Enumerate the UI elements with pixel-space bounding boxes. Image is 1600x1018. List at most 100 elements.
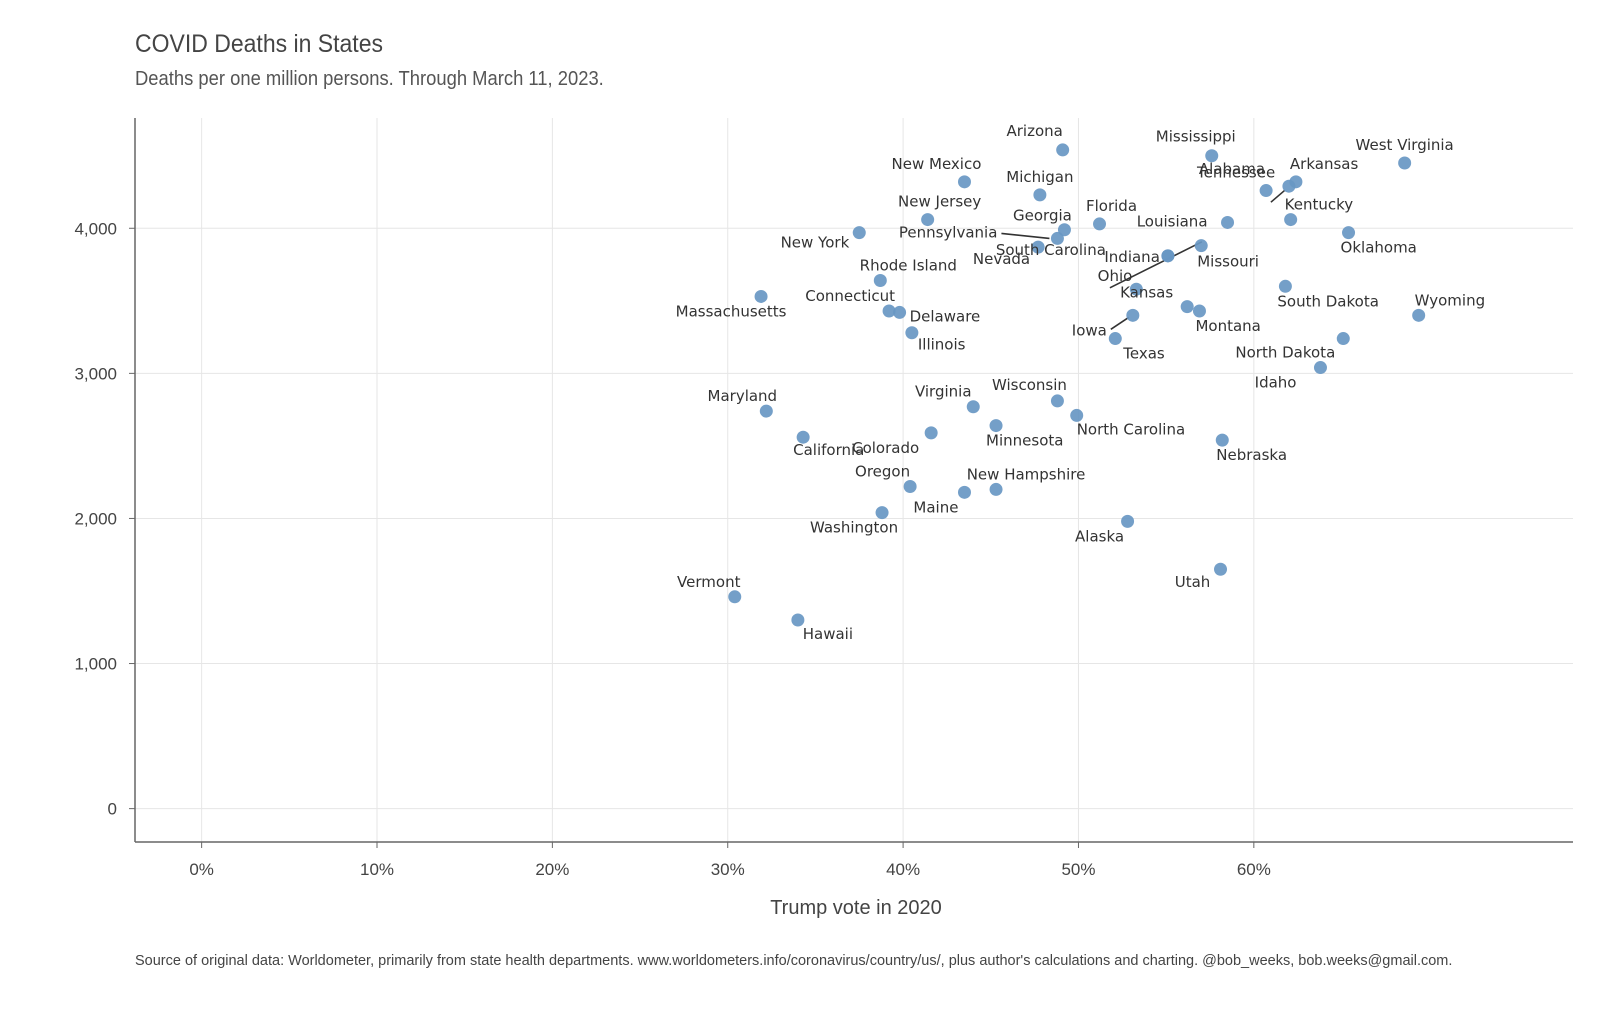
point-michigan — [1033, 188, 1047, 202]
leader-iowa — [1110, 316, 1130, 330]
point-ohio — [1129, 282, 1143, 296]
label-kentucky: Kentucky — [1285, 196, 1354, 214]
label-delaware: Delaware — [910, 307, 981, 325]
x-tick-label: 40% — [886, 860, 920, 879]
point-oklahoma — [1342, 226, 1356, 240]
point-delaware — [893, 305, 907, 319]
y-tick-label: 4,000 — [74, 219, 117, 238]
point-massachusetts — [754, 289, 768, 303]
point-south-carolina — [1161, 249, 1175, 263]
y-tick-label: 2,000 — [74, 509, 117, 528]
chart-subtitle: Deaths per one million persons. Through … — [135, 68, 604, 90]
point-west-virginia — [1398, 156, 1412, 170]
point-alaska — [1121, 514, 1135, 528]
point-tennessee — [1259, 184, 1273, 198]
point-hawaii — [791, 613, 805, 627]
chart-title: COVID Deaths in States — [135, 30, 383, 58]
point-labels: Arizona Mississippi West Virginia New Mexic… — [676, 122, 1485, 643]
label-florida: Florida — [1086, 197, 1137, 215]
y-tick-label: 0 — [108, 800, 117, 819]
label-colorado: Colorado — [852, 439, 919, 457]
point-georgia — [1057, 223, 1071, 237]
label-wyoming: Wyoming — [1415, 291, 1485, 309]
label-arizona: Arizona — [1007, 122, 1063, 140]
point-louisiana — [1221, 215, 1235, 229]
point-north-dakota — [1336, 332, 1350, 346]
label-indiana: Indiana — [1104, 248, 1160, 266]
label-virginia: Virginia — [915, 383, 972, 401]
point-new-york — [852, 226, 866, 240]
point-pennsylvania — [1050, 231, 1064, 245]
leader-pennsylvania — [1001, 232, 1050, 240]
label-maine: Maine — [913, 498, 958, 516]
x-axis-title: Trump vote in 2020 — [770, 897, 942, 919]
axes: 0% 10% 20% 30% 40% 50% 60% 0 1,000 2,000 3,000 4,00… — [74, 118, 1573, 879]
point-rhode-island — [873, 274, 887, 288]
label-arkansas: Arkansas — [1290, 155, 1359, 173]
point-texas — [1108, 332, 1122, 346]
point-maine — [957, 485, 971, 499]
label-missouri: Missouri — [1197, 253, 1259, 271]
label-north-dakota: North Dakota — [1235, 344, 1335, 362]
label-new-mexico: New Mexico — [892, 155, 982, 173]
label-texas: Texas — [1122, 345, 1165, 363]
label-hawaii: Hawaii — [803, 625, 853, 643]
point-california — [796, 430, 810, 444]
label-kansas: Kansas — [1120, 284, 1173, 302]
label-massachusetts: Massachusetts — [676, 302, 787, 320]
label-oklahoma: Oklahoma — [1341, 239, 1417, 257]
point-new-jersey — [921, 213, 935, 227]
point-mississippi — [1205, 149, 1219, 163]
label-new-york: New York — [781, 234, 850, 252]
data-points — [728, 143, 1426, 627]
point-north-carolina — [1070, 408, 1084, 422]
label-louisiana: Louisiana — [1137, 212, 1208, 230]
point-wyoming — [1412, 308, 1426, 322]
point-new-hampshire — [989, 482, 1003, 496]
label-california: California — [793, 441, 864, 459]
label-south-carolina: South Carolina — [996, 241, 1106, 259]
point-kentucky — [1284, 213, 1298, 227]
leader-lines — [1001, 189, 1286, 330]
point-minnesota — [989, 419, 1003, 433]
label-michigan: Michigan — [1006, 168, 1073, 186]
point-kansas — [1180, 300, 1194, 314]
source-caption: Source of original data: Worldometer, pr… — [135, 953, 1453, 969]
label-maryland: Maryland — [708, 387, 778, 405]
label-mississippi: Mississippi — [1156, 128, 1236, 146]
label-tennessee: Tennessee — [1196, 164, 1275, 182]
x-tick-label: 0% — [189, 860, 214, 879]
x-tick-label: 20% — [535, 860, 569, 879]
label-south-dakota: South Dakota — [1277, 292, 1379, 310]
grid-lines — [135, 118, 1573, 842]
label-montana: Montana — [1195, 317, 1260, 335]
label-alabama: Alabama — [1199, 160, 1265, 178]
label-new-hampshire: New Hampshire — [967, 465, 1086, 483]
point-iowa — [1126, 308, 1140, 322]
x-tick-label: 50% — [1061, 860, 1095, 879]
point-montana — [1192, 304, 1206, 318]
label-georgia: Georgia — [1013, 207, 1072, 225]
label-nebraska: Nebraska — [1216, 446, 1287, 464]
point-colorado — [924, 426, 938, 440]
point-wisconsin — [1050, 394, 1064, 408]
label-ohio: Ohio — [1098, 267, 1133, 285]
label-alaska: Alaska — [1075, 527, 1124, 545]
label-connecticut: Connecticut — [805, 287, 895, 305]
label-pennsylvania: Pennsylvania — [899, 223, 998, 241]
label-west-virginia: West Virginia — [1356, 136, 1454, 154]
label-rhode-island: Rhode Island — [860, 257, 957, 275]
point-florida — [1093, 217, 1107, 231]
label-wisconsin: Wisconsin — [992, 376, 1067, 394]
label-minnesota: Minnesota — [986, 432, 1063, 450]
point-new-mexico — [957, 175, 971, 189]
scatter-chart: 0% 10% 20% 30% 40% 50% 60% 0 1,000 2,000 3,000 4,00… — [74, 118, 1573, 919]
label-new-jersey: New Jersey — [898, 193, 981, 211]
point-nevada — [1031, 240, 1045, 254]
point-nebraska — [1215, 433, 1229, 447]
label-utah: Utah — [1175, 573, 1211, 591]
point-arizona — [1056, 143, 1070, 157]
x-tick-label: 30% — [711, 860, 745, 879]
label-washington: Washington — [810, 519, 898, 537]
point-maryland — [759, 404, 773, 418]
